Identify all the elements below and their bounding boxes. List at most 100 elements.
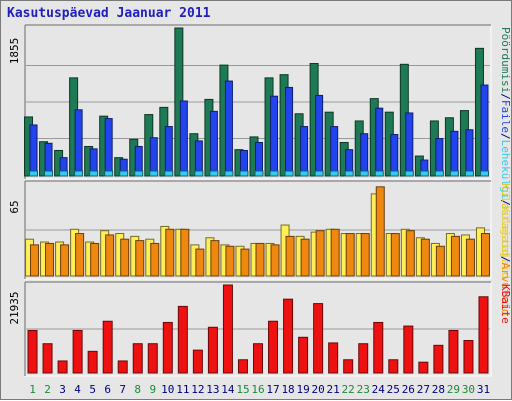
- bar-top-faile-day-18: [285, 86, 294, 177]
- bar-middle-arvuteid-day-30: [465, 238, 475, 277]
- bar-top-lehekülgi-day-14: [224, 170, 234, 177]
- bar-middle-arvuteid-day-8: [135, 240, 145, 277]
- bar-middle-arvuteid-day-25: [390, 233, 400, 277]
- bar-middle-arvuteid-day-21: [330, 228, 340, 277]
- side-label-part: /: [499, 133, 512, 140]
- bar-bottom-kbaite-day-23: [358, 343, 369, 374]
- bar-top-lehekülgi-day-23: [359, 170, 369, 177]
- x-tick-label-day-3: 3: [59, 383, 66, 396]
- bar-middle-arvuteid-day-18: [285, 235, 295, 277]
- bar-top-lehekülgi-day-24: [374, 170, 384, 177]
- bar-top-lehekülgi-day-10: [164, 170, 174, 177]
- x-tick-label-day-28: 28: [432, 383, 445, 396]
- bar-top-lehekülgi-day-16: [254, 170, 264, 177]
- bar-middle-arvuteid-day-9: [150, 242, 160, 277]
- bar-bottom-kbaite-day-5: [87, 350, 98, 374]
- bar-bottom-kbaite-day-2: [42, 343, 53, 374]
- bar-top-faile-day-17: [270, 95, 279, 177]
- bar-top-lehekülgi-day-21: [329, 170, 339, 177]
- bar-bottom-kbaite-day-9: [147, 343, 158, 374]
- bar-middle-arvuteid-day-15: [240, 248, 250, 277]
- x-tick-label-day-21: 21: [327, 383, 340, 396]
- bar-middle-arvuteid-day-1: [30, 244, 40, 277]
- bar-top-faile-day-1: [29, 124, 38, 177]
- bar-middle-arvuteid-day-2: [45, 242, 55, 277]
- bar-top-faile-day-25: [390, 134, 399, 177]
- x-tick-label-day-29: 29: [447, 383, 460, 396]
- bar-top-lehekülgi-day-7: [119, 170, 129, 177]
- bar-middle-arvuteid-day-11: [180, 228, 190, 277]
- x-tick-label-day-22: 22: [342, 383, 355, 396]
- bar-top-lehekülgi-day-1: [29, 170, 39, 177]
- bar-top-lehekülgi-day-22: [344, 170, 354, 177]
- bar-bottom-kbaite-day-18: [283, 298, 294, 374]
- bar-middle-arvuteid-day-20: [315, 230, 325, 277]
- x-tick-label-day-14: 14: [221, 383, 235, 396]
- side-label-middle: Külastajaid/Arvuteid: [499, 183, 512, 315]
- bar-top-faile-day-19: [300, 126, 309, 177]
- side-label-part: Pöördumisi: [499, 27, 512, 93]
- bar-middle-arvuteid-day-12: [195, 248, 205, 277]
- bar-bottom-kbaite-day-16: [253, 343, 263, 374]
- bar-bottom-kbaite-day-6: [102, 320, 113, 374]
- bar-top-faile-day-10: [164, 126, 173, 177]
- bar-top-faile-day-11: [179, 100, 188, 177]
- bar-top-lehekülgi-day-31: [479, 170, 489, 177]
- x-tick-label-day-2: 2: [44, 383, 51, 396]
- bar-top-faile-day-26: [405, 112, 414, 177]
- bar-bottom-kbaite-day-8: [132, 343, 143, 374]
- x-tick-label-day-15: 15: [236, 383, 249, 396]
- x-tick-label-day-13: 13: [206, 383, 219, 396]
- bar-top-lehekülgi-day-9: [149, 170, 159, 177]
- side-label-part: /: [499, 199, 512, 206]
- bar-bottom-kbaite-day-21: [328, 342, 339, 374]
- side-label-part: KBaite: [499, 284, 512, 324]
- bar-top-lehekülgi-day-13: [209, 170, 219, 177]
- bar-middle-arvuteid-day-5: [90, 242, 100, 277]
- bar-top-lehekülgi-day-18: [284, 170, 294, 177]
- bar-middle-arvuteid-day-24: [375, 186, 385, 277]
- x-tick-label-day-1: 1: [29, 383, 36, 396]
- bar-top-lehekülgi-day-25: [389, 170, 399, 177]
- bar-middle-arvuteid-day-10: [165, 228, 175, 277]
- bar-top-lehekülgi-day-2: [44, 170, 54, 177]
- x-tick-label-day-26: 26: [402, 383, 415, 396]
- x-tick-label-day-30: 30: [462, 383, 475, 396]
- side-label-part: Lehekülgi: [499, 140, 512, 200]
- x-tick-label-day-17: 17: [266, 383, 279, 396]
- bar-bottom-kbaite-day-28: [433, 344, 444, 374]
- bar-bottom-kbaite-day-27: [418, 361, 429, 374]
- bar-top-faile-day-28: [435, 138, 444, 177]
- bar-bottom-kbaite-day-19: [298, 336, 309, 374]
- bar-middle-arvuteid-day-17: [270, 244, 280, 277]
- y-max-label-top: 1855: [8, 38, 21, 65]
- bar-top-lehekülgi-day-20: [314, 170, 324, 177]
- x-tick-label-day-31: 31: [477, 383, 490, 396]
- bar-top-faile-day-23: [360, 133, 369, 177]
- bar-bottom-kbaite-day-3: [57, 360, 68, 374]
- bar-middle-arvuteid-day-19: [300, 238, 310, 277]
- bar-bottom-kbaite-day-31: [478, 296, 489, 374]
- x-tick-label-day-25: 25: [387, 383, 400, 396]
- bar-middle-arvuteid-day-28: [435, 245, 445, 277]
- bar-middle-arvuteid-day-7: [120, 238, 130, 277]
- bar-bottom-kbaite-day-15: [237, 359, 248, 374]
- bar-top-faile-day-24: [375, 107, 384, 177]
- bar-bottom-kbaite-day-7: [117, 360, 128, 374]
- side-label-part: Külastajaid: [499, 206, 512, 279]
- bar-top-lehekülgi-day-8: [134, 170, 144, 177]
- x-tick-label-day-5: 5: [89, 383, 96, 396]
- bar-top-lehekülgi-day-15: [239, 170, 249, 177]
- x-tick-label-day-4: 4: [74, 383, 81, 396]
- x-tick-label-day-24: 24: [372, 383, 386, 396]
- x-tick-label-day-9: 9: [149, 383, 156, 396]
- bar-top-faile-day-21: [330, 126, 339, 177]
- bar-middle-arvuteid-day-16: [255, 242, 265, 277]
- bar-top-lehekülgi-day-26: [404, 170, 414, 177]
- bar-middle-arvuteid-day-27: [420, 238, 430, 277]
- x-tick-label-day-19: 19: [296, 383, 309, 396]
- bar-top-faile-day-30: [465, 129, 474, 177]
- bar-top-lehekülgi-day-5: [89, 170, 99, 177]
